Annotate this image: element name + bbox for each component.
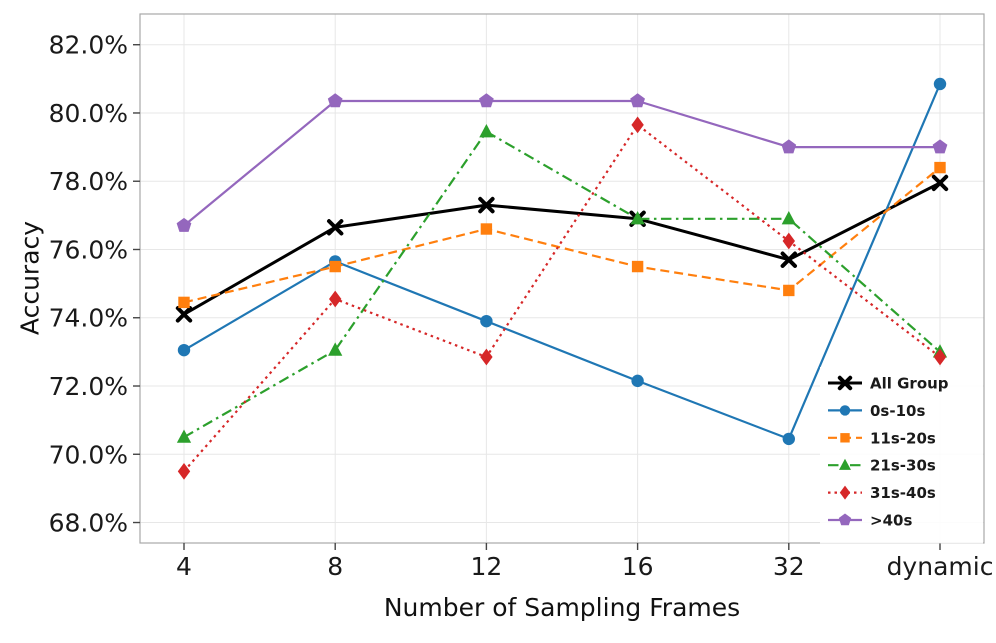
legend-label: 11s-20s xyxy=(870,429,936,447)
marker-diamond xyxy=(631,116,644,134)
series-line-21s-30s xyxy=(183,130,941,439)
marker-square xyxy=(178,296,190,309)
y-tick-label: 80.0% xyxy=(49,99,128,128)
marker-x xyxy=(931,174,949,192)
y-tick-label: 74.0% xyxy=(49,304,128,333)
marker-triangle xyxy=(781,211,796,225)
x-tick-label: 8 xyxy=(327,552,343,581)
marker-diamond xyxy=(839,485,851,500)
marker-diamond xyxy=(177,462,191,480)
series-line-all-group xyxy=(183,181,941,316)
marker-pentagon xyxy=(838,513,852,526)
y-tick-label: 76.0% xyxy=(49,235,128,264)
marker-pentagon xyxy=(630,93,645,108)
marker-x xyxy=(478,196,495,214)
marker-pentagon xyxy=(932,139,948,154)
marker-square xyxy=(783,284,795,297)
x-tick-label: 12 xyxy=(470,552,502,581)
legend-label: 31s-40s xyxy=(870,484,936,502)
legend-background xyxy=(820,367,983,544)
legend-label: All Group xyxy=(870,375,949,393)
marker-circle xyxy=(839,405,851,416)
marker-circle xyxy=(631,374,644,388)
y-tick-label: 82.0% xyxy=(49,31,128,60)
marker-diamond xyxy=(329,290,342,308)
marker-circle xyxy=(782,432,795,446)
x-axis-label: Number of Sampling Frames xyxy=(383,593,741,622)
marker-pentagon xyxy=(781,139,797,154)
x-tick-label: 16 xyxy=(622,552,654,581)
y-tick-label: 72.0% xyxy=(49,372,128,401)
y-axis-label: Accuracy xyxy=(15,220,45,336)
marker-triangle xyxy=(479,123,494,138)
y-tick-label: 68.0% xyxy=(49,509,128,538)
marker-square xyxy=(480,223,493,235)
x-tick-label: 4 xyxy=(176,552,192,581)
marker-circle xyxy=(933,77,947,91)
y-tick-label: 78.0% xyxy=(49,167,128,196)
legend-label: 21s-30s xyxy=(870,457,936,475)
marker-diamond xyxy=(782,232,795,250)
marker-pentagon xyxy=(327,93,343,108)
x-tick-label: dynamic xyxy=(887,552,994,581)
legend-label: >40s xyxy=(870,512,912,530)
marker-circle xyxy=(177,343,191,357)
marker-triangle xyxy=(328,342,343,356)
legend-label: 0s-10s xyxy=(870,402,925,420)
marker-square xyxy=(934,161,946,174)
marker-triangle xyxy=(630,211,645,225)
marker-square xyxy=(840,433,850,443)
marker-x xyxy=(327,219,344,236)
series-line-0s-10s xyxy=(183,83,942,440)
marker-pentagon xyxy=(479,93,494,108)
y-tick-label: 70.0% xyxy=(49,440,128,469)
marker-triangle xyxy=(176,429,192,443)
plot-border xyxy=(139,13,985,544)
marker-circle xyxy=(480,314,493,328)
marker-x xyxy=(837,375,853,391)
x-tick-label: 32 xyxy=(773,552,805,581)
marker-square xyxy=(329,260,341,273)
marker-triangle xyxy=(839,458,851,470)
marker-diamond xyxy=(480,348,493,366)
series-line-31s-40s xyxy=(183,123,941,473)
series-line--40s xyxy=(183,99,940,227)
series-line-11s-20s xyxy=(183,166,941,304)
marker-pentagon xyxy=(176,217,192,232)
marker-x xyxy=(175,306,193,323)
marker-square xyxy=(631,260,644,273)
marker-x xyxy=(780,251,797,268)
marker-diamond xyxy=(933,348,947,366)
